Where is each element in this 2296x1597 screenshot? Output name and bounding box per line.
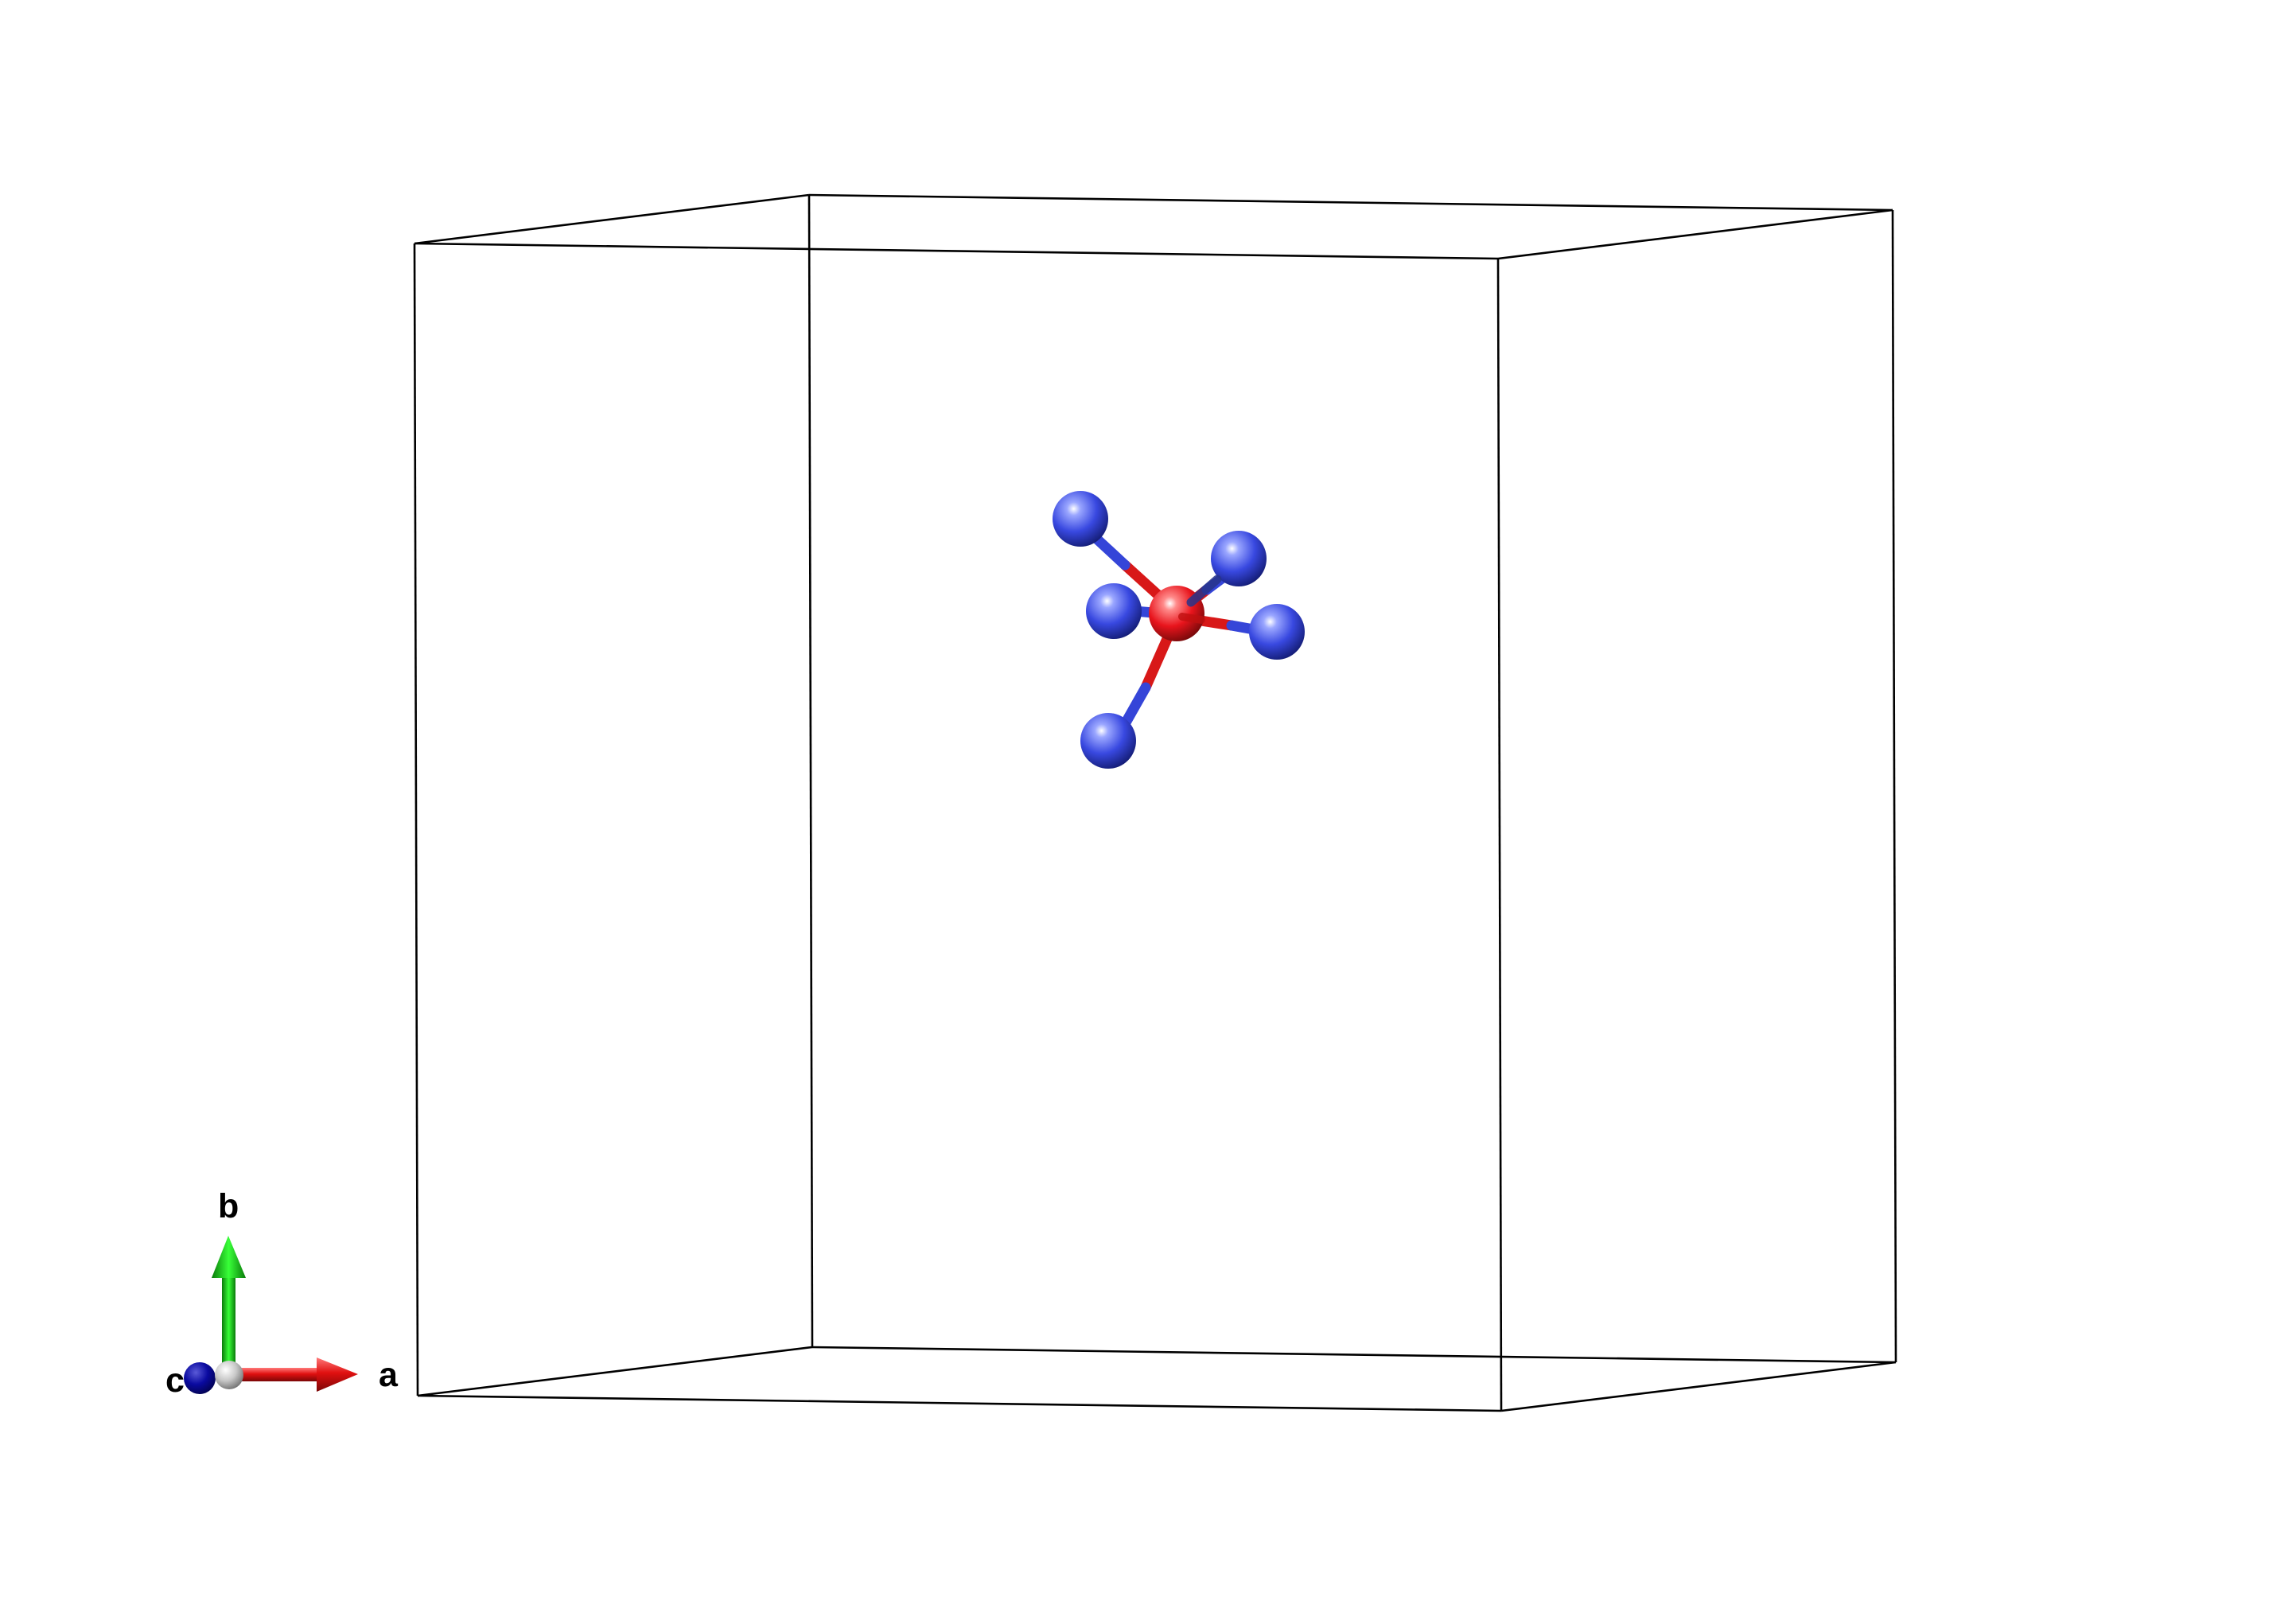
axis-indicator: b a c bbox=[165, 1187, 399, 1400]
ligand-atom bbox=[1211, 531, 1267, 586]
b-axis-label: b bbox=[218, 1187, 239, 1225]
cell-edge bbox=[807, 194, 814, 1348]
ligand-atom bbox=[1053, 491, 1108, 547]
cell-edge bbox=[1496, 258, 1503, 1412]
b-axis-arrowhead bbox=[212, 1236, 246, 1278]
b-axis-shaft bbox=[222, 1275, 235, 1371]
c-axis-marker bbox=[184, 1362, 216, 1394]
cell-edge bbox=[417, 1346, 813, 1397]
ligand-atom bbox=[1086, 583, 1142, 639]
cell-edge bbox=[1500, 1361, 1897, 1412]
bond bbox=[1186, 575, 1222, 607]
c-axis-label: c bbox=[165, 1361, 185, 1400]
molecule bbox=[1053, 491, 1305, 769]
cell-edge bbox=[1497, 208, 1893, 260]
cell-edge bbox=[1891, 209, 1897, 1363]
bond bbox=[1178, 613, 1205, 624]
cell-edge bbox=[413, 243, 419, 1396]
cell-edge bbox=[414, 242, 1499, 260]
cell-edge bbox=[414, 193, 810, 245]
unit-cell bbox=[413, 193, 1897, 1412]
ligand-atom bbox=[1249, 604, 1305, 660]
a-axis-shaft bbox=[232, 1368, 321, 1381]
ligand-atom bbox=[1080, 713, 1136, 769]
a-axis-label: a bbox=[379, 1356, 399, 1394]
cell-edge bbox=[417, 1394, 1502, 1412]
axis-origin bbox=[215, 1361, 243, 1389]
cell-edge bbox=[808, 193, 1893, 212]
cell-edge bbox=[811, 1346, 1897, 1364]
a-axis-arrowhead bbox=[317, 1357, 358, 1392]
